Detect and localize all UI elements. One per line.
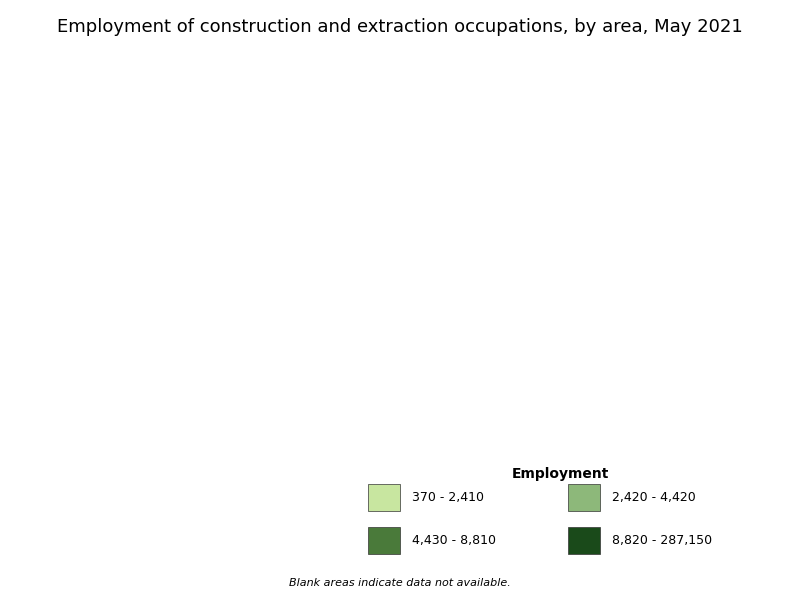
Text: 2,420 - 4,420: 2,420 - 4,420 [612,491,696,504]
Text: Employment: Employment [511,467,609,481]
Text: 8,820 - 287,150: 8,820 - 287,150 [612,535,712,547]
FancyBboxPatch shape [568,527,600,554]
FancyBboxPatch shape [368,527,400,554]
FancyBboxPatch shape [568,484,600,511]
FancyBboxPatch shape [368,484,400,511]
Text: 370 - 2,410: 370 - 2,410 [412,491,484,504]
Text: Blank areas indicate data not available.: Blank areas indicate data not available. [289,578,511,588]
Text: Employment of construction and extraction occupations, by area, May 2021: Employment of construction and extractio… [57,18,743,36]
Text: 4,430 - 8,810: 4,430 - 8,810 [412,535,496,547]
